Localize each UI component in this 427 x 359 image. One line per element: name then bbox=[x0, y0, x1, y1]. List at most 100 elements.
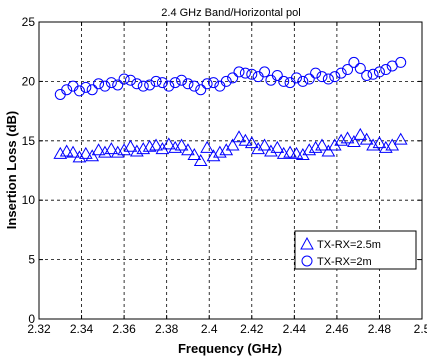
triangle-point bbox=[257, 138, 272, 151]
x-tick-label: 2.48 bbox=[368, 322, 392, 336]
triangle-point bbox=[200, 140, 214, 153]
circle-point bbox=[310, 67, 322, 79]
x-tick-label: 2.44 bbox=[283, 322, 307, 336]
legend-label-series-1: TX-RX=2.5m bbox=[317, 239, 381, 251]
triangle-point bbox=[340, 131, 355, 144]
triangle-point bbox=[168, 140, 183, 153]
circle-point bbox=[201, 78, 213, 90]
y-tick-label: 25 bbox=[22, 15, 36, 29]
triangle-point bbox=[66, 145, 80, 158]
circle-point bbox=[73, 85, 85, 97]
triangle-point bbox=[238, 133, 253, 146]
x-tick-label: 2.38 bbox=[155, 322, 179, 336]
circle-point bbox=[265, 74, 277, 86]
x-tick-label: 2.36 bbox=[112, 322, 136, 336]
triangle-point bbox=[251, 142, 266, 155]
circle-point bbox=[395, 56, 407, 68]
y-tick-label: 20 bbox=[22, 74, 36, 88]
triangle-point bbox=[225, 138, 240, 151]
triangle-point bbox=[136, 142, 151, 155]
triangle-point bbox=[130, 144, 144, 157]
triangle-point bbox=[98, 145, 112, 158]
legend: TX-RX=2.5m TX-RX=2m bbox=[294, 230, 417, 270]
circle-point bbox=[335, 67, 347, 79]
circle-point bbox=[99, 80, 111, 92]
triangle-point bbox=[59, 144, 74, 157]
x-tick-label: 2.4 bbox=[201, 322, 218, 336]
y-axis-label: Insertion Loss (dB) bbox=[4, 111, 19, 229]
triangle-point bbox=[174, 138, 189, 151]
x-tick-label: 2.5 bbox=[414, 322, 427, 336]
triangle-point bbox=[72, 150, 87, 163]
triangle-point bbox=[315, 138, 329, 151]
triangle-point bbox=[283, 145, 297, 158]
triangle-point bbox=[161, 137, 176, 150]
data-markers bbox=[53, 56, 408, 166]
plot-frame bbox=[38, 21, 423, 320]
circle-point bbox=[373, 66, 385, 78]
circle-point bbox=[329, 71, 341, 83]
circle-point bbox=[220, 75, 232, 87]
triangle-point bbox=[289, 146, 304, 159]
circle-point bbox=[227, 72, 239, 84]
circle-point bbox=[278, 75, 290, 87]
legend-circle-marker bbox=[301, 255, 313, 267]
circle-point bbox=[380, 64, 392, 76]
triangle-point bbox=[91, 143, 106, 156]
circle-point bbox=[290, 72, 302, 84]
circle-point bbox=[86, 84, 98, 96]
triangle-point bbox=[334, 133, 349, 146]
triangle-point bbox=[244, 136, 259, 149]
triangle-point bbox=[302, 143, 317, 156]
circle-point bbox=[354, 62, 366, 74]
triangle-point bbox=[181, 143, 195, 156]
legend-box bbox=[294, 230, 417, 270]
circle-point bbox=[322, 73, 334, 85]
y-tick-label: 15 bbox=[22, 134, 36, 148]
triangle-point bbox=[366, 138, 380, 151]
circle-point bbox=[348, 56, 360, 68]
triangle-point bbox=[232, 130, 246, 143]
circle-point bbox=[195, 84, 207, 96]
circle-point bbox=[54, 88, 66, 100]
y-tick-label: 5 bbox=[28, 253, 35, 267]
triangle-point bbox=[359, 132, 374, 145]
circle-point bbox=[118, 73, 130, 85]
circle-point bbox=[61, 84, 73, 96]
legend-triangle-marker bbox=[300, 236, 314, 250]
triangle-point bbox=[372, 136, 387, 149]
circle-point bbox=[259, 66, 271, 78]
triangle-point bbox=[385, 138, 400, 151]
triangle-point bbox=[117, 143, 131, 156]
triangle-point bbox=[347, 134, 361, 147]
x-tick-label: 2.32 bbox=[27, 322, 51, 336]
x-tick-label: 2.42 bbox=[240, 322, 264, 336]
triangle-point bbox=[212, 145, 227, 158]
triangle-point bbox=[378, 140, 393, 153]
circle-point bbox=[144, 79, 156, 91]
circle-point bbox=[137, 80, 149, 92]
triangle-point bbox=[149, 138, 163, 151]
triangle-point bbox=[308, 140, 323, 153]
triangle-point bbox=[110, 145, 125, 158]
axis-ticks: 2.32 2.34 2.36 2.38 2.4 2.42 2.44 2.46 2.48 2.5 0 5… bbox=[22, 15, 427, 336]
triangle-point bbox=[353, 127, 368, 140]
circle-point bbox=[169, 77, 181, 89]
circle-point bbox=[297, 75, 309, 87]
circle-point bbox=[163, 80, 175, 92]
circle-point bbox=[105, 77, 117, 89]
triangle-point bbox=[206, 149, 221, 162]
triangle-point bbox=[264, 144, 278, 157]
triangle-point bbox=[193, 153, 208, 166]
circle-point bbox=[131, 78, 143, 90]
x-axis-label: Frequency (GHz) bbox=[178, 341, 282, 356]
triangle-point bbox=[104, 142, 119, 155]
circle-point bbox=[150, 75, 162, 87]
circle-point bbox=[246, 68, 258, 80]
circle-point bbox=[80, 81, 92, 93]
y-tick-label: 0 bbox=[28, 312, 35, 326]
legend-label-series-2: TX-RX=2m bbox=[317, 256, 372, 268]
triangle-point bbox=[321, 144, 336, 157]
triangle-point bbox=[270, 140, 285, 153]
